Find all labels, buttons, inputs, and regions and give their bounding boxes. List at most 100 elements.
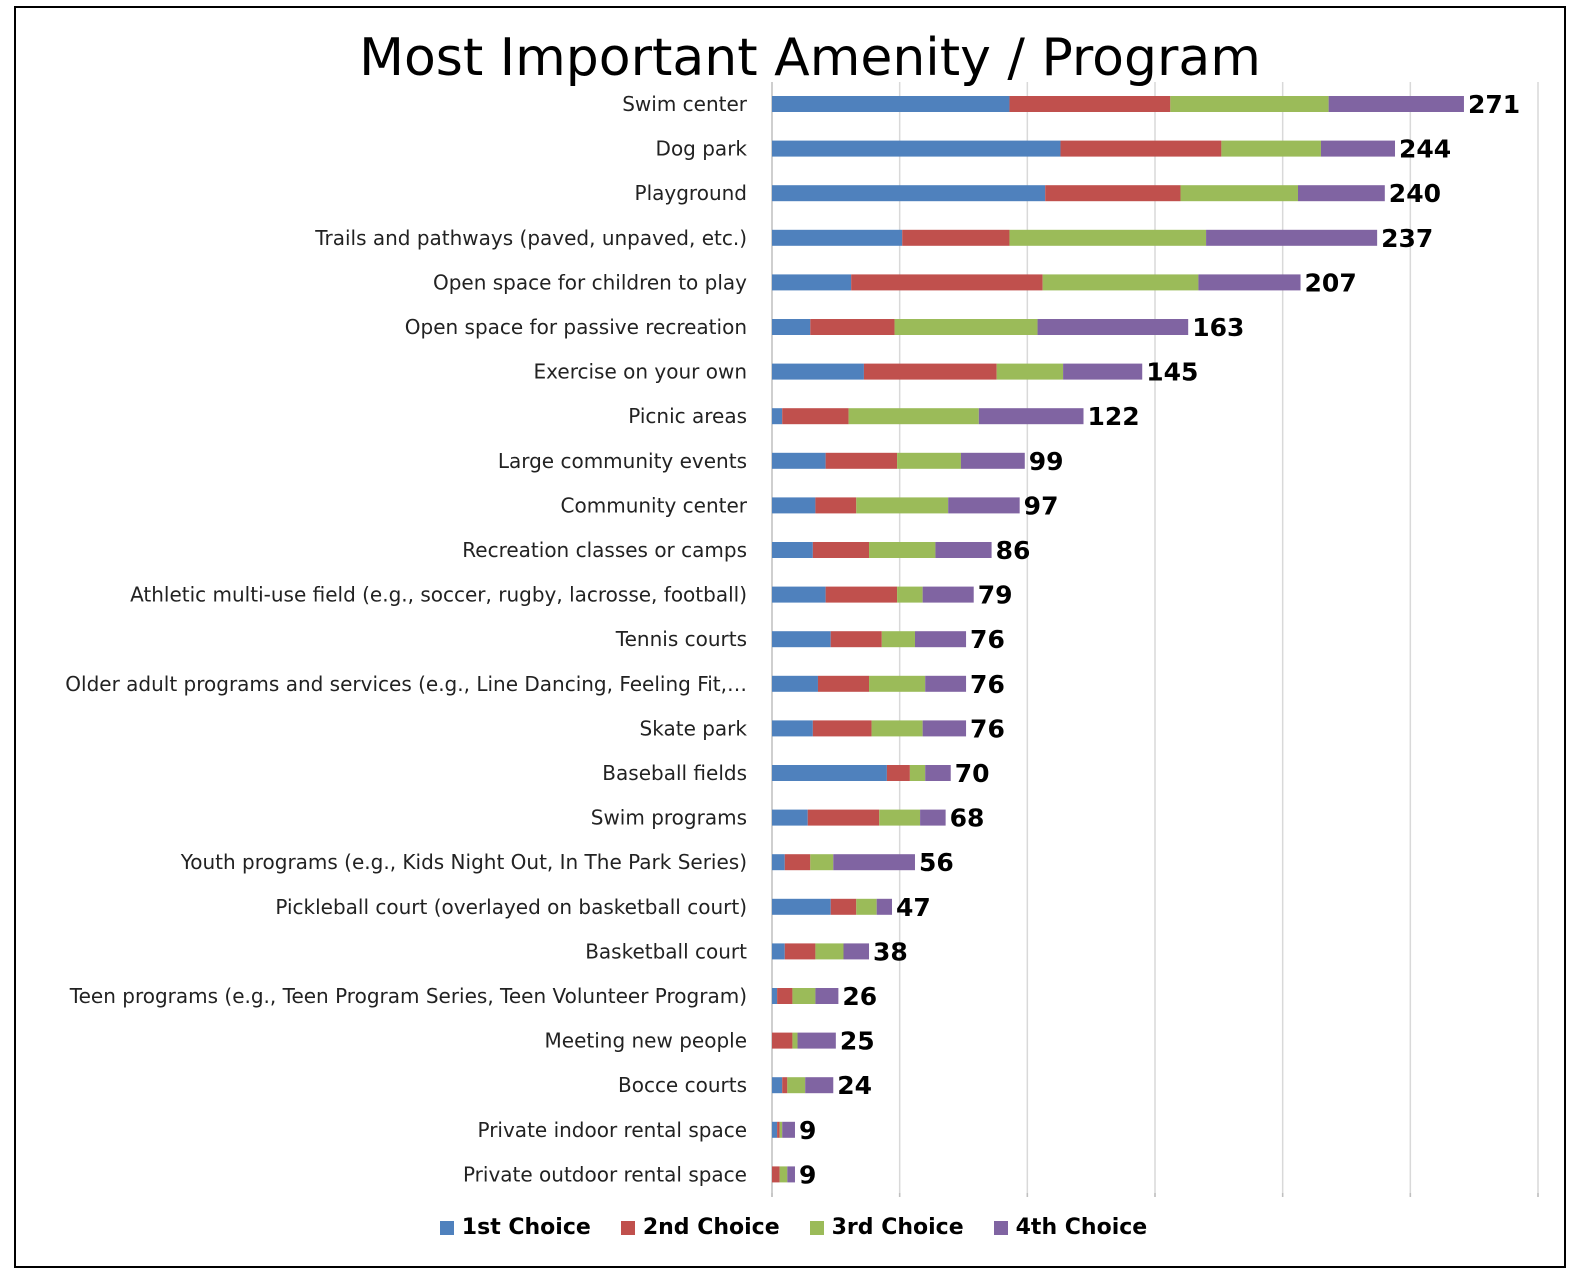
bar-segment [772,1166,780,1183]
bar-segment [782,1121,795,1138]
bar-segment [772,229,903,246]
data-label: 97 [1024,491,1059,520]
category-label: Swim center [622,92,748,116]
bar-segment [1009,229,1207,246]
bar-segment [787,1166,795,1183]
data-label: 244 [1399,135,1451,164]
bar-segment [871,720,923,737]
category-label: Private outdoor rental space [463,1162,747,1186]
legend-swatch [809,1220,824,1235]
category-label: Playground [635,181,747,205]
legend-swatch [439,1220,454,1235]
bar-segment [856,497,949,514]
bar-segment [1170,96,1329,112]
bar-segment [772,631,831,648]
bar-segment [960,452,1025,469]
bar-segment [772,854,785,871]
bar-segment [784,854,811,871]
bar-segment [879,809,921,826]
legend-item: 3rd Choice [809,1215,964,1240]
bar-segment [772,408,783,425]
bar-segment [843,943,870,960]
data-label: 163 [1192,313,1244,342]
bar-segment [777,988,793,1004]
bar-segment [1198,274,1301,291]
legend-label: 1st Choice [461,1215,591,1240]
bar-segment [815,497,857,514]
bar-segment [772,274,852,291]
bar-segment [1063,363,1143,380]
data-label: 79 [978,581,1013,610]
category-label: Open space for passive recreation [405,315,747,339]
bar-segment [787,1077,806,1094]
data-label: 237 [1381,224,1433,253]
bar-segment [784,943,816,960]
bar-segment [1180,185,1298,202]
bar-segment [914,631,967,648]
bar-segment [1206,229,1378,246]
bar-segment [772,765,887,781]
bar-segment [925,765,951,781]
category-label: Teen programs (e.g., Teen Program Series… [69,984,747,1008]
category-label: Open space for children to play [433,270,747,294]
category-label: Large community events [498,449,747,473]
bar-segment [772,1077,783,1094]
bar-segment [1320,140,1396,157]
bar-segment [772,96,1010,112]
data-label: 38 [873,937,908,966]
bar-segment [772,497,816,514]
bar-segment [897,586,923,603]
bar-segment [810,319,895,335]
data-label: 76 [970,714,1005,743]
category-label: Private indoor rental space [477,1118,747,1142]
category-label: Pickleball court (overlayed on basketbal… [275,895,747,919]
bar-segment [825,586,898,603]
bar-segment [886,765,910,781]
legend-item: 4th Choice [993,1215,1148,1240]
bar-segment [772,140,1061,157]
bar-segment [782,408,849,425]
bar-segment [792,988,816,1004]
bar-segment [812,542,870,558]
data-label: 24 [837,1071,872,1100]
data-label: 70 [955,759,990,788]
bar-segment [920,809,946,826]
data-label: 76 [970,670,1005,699]
bar-segment [897,452,961,469]
bar-segment [772,185,1046,202]
data-label: 25 [840,1027,875,1056]
data-label: 86 [996,536,1031,565]
bar-segment [779,1166,788,1183]
bar-segment [772,1121,778,1138]
bar-segment [851,274,1043,291]
bar-segment [772,1032,793,1049]
bar-segment [1009,96,1171,112]
bar-segment [948,497,1020,514]
legend-label: 4th Choice [1015,1215,1148,1240]
bar-segment [848,408,979,425]
category-label: Recreation classes or camps [462,538,747,562]
bar-segment [1042,274,1199,291]
bar-segment [1297,185,1385,202]
data-label: 56 [919,848,954,877]
bar-segment [772,809,808,826]
category-label: Bocce courts [618,1073,747,1097]
bar-segment [1221,140,1321,157]
data-label: 271 [1468,90,1520,119]
bar-segment [830,898,857,915]
bar-segment [772,319,811,335]
data-label: 9 [799,1116,816,1145]
chart-title: Most Important Amenity / Program [359,28,1261,88]
legend-item: 1st Choice [439,1215,591,1240]
bar-segment [902,229,1010,246]
bar-segment [1060,140,1222,157]
bar-segment [833,854,915,871]
category-label: Meeting new people [545,1029,747,1053]
legend-swatch [620,1220,635,1235]
category-label: Exercise on your own [534,360,747,384]
bar-segment [922,586,974,603]
bar-segment [978,408,1084,425]
category-label: Picnic areas [628,404,747,428]
bar-segment [830,631,882,648]
